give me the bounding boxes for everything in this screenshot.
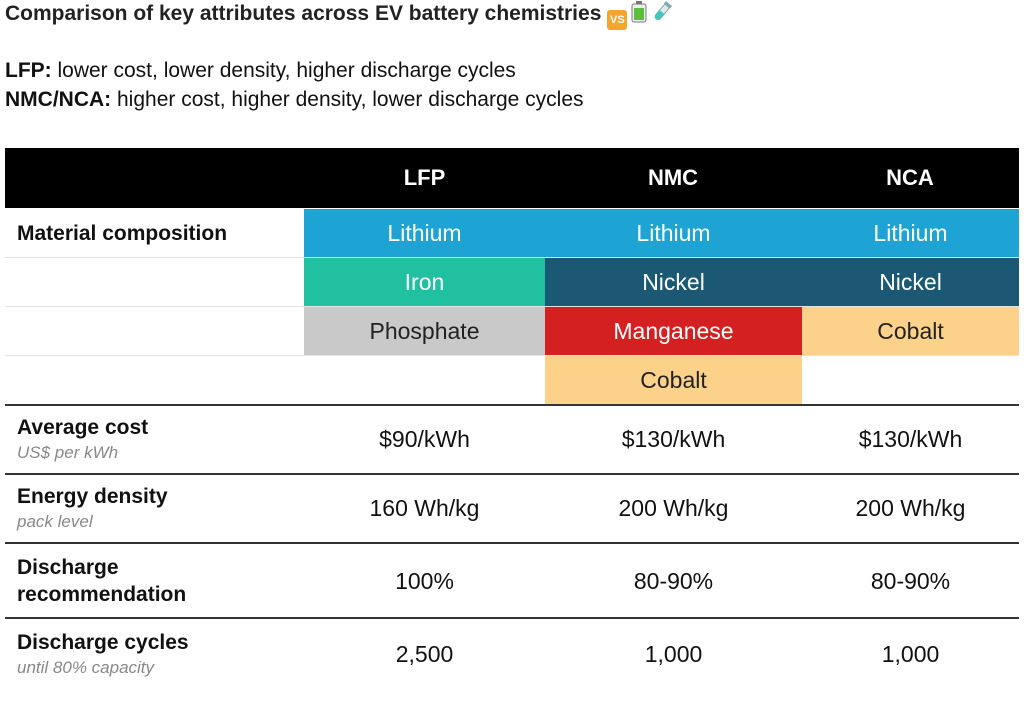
average-cost-lfp: $90/kWh <box>379 426 470 452</box>
chart-title: Comparison of key attributes across EV b… <box>5 0 673 31</box>
subtitle-nmc-nca: NMC/NCA: higher cost, higher density, lo… <box>5 86 584 114</box>
section-divider <box>5 473 1019 475</box>
material-nmc-nickel: Nickel <box>545 258 802 306</box>
vs-icon: VS <box>607 10 628 30</box>
section-divider <box>5 542 1019 544</box>
discharge-recommendation-lfp: 100% <box>395 568 454 594</box>
energy-density-lfp: 160 Wh/kg <box>369 495 480 521</box>
energy-density-label: Energy density <box>17 485 168 508</box>
table-header: LFP NMC NCA <box>5 148 1019 208</box>
average-cost-nca: $130/kWh <box>858 426 963 452</box>
average-cost-nmc: $130/kWh <box>621 426 726 452</box>
material-nmc-manganese: Manganese <box>545 307 802 355</box>
subtitle-lfp-text: lower cost, lower density, higher discha… <box>51 59 516 82</box>
subtitle-lfp-label: LFP: <box>5 59 52 82</box>
row-divider <box>5 257 1019 258</box>
discharge-cycles-sublabel: until 80% capacity <box>17 658 155 677</box>
row-divider <box>5 306 1019 307</box>
subtitle-lfp: LFP: lower cost, lower density, higher d… <box>5 57 516 85</box>
material-nca-nickel: Nickel <box>802 258 1019 306</box>
energy-density-nca: 200 Wh/kg <box>855 495 966 521</box>
energy-density-nmc: 200 Wh/kg <box>618 495 729 521</box>
material-nca-lithium: Lithium <box>802 209 1019 257</box>
discharge-recommendation-label-line1: Discharge <box>17 556 119 579</box>
battery-icon <box>631 1 647 31</box>
section-divider <box>5 617 1019 619</box>
energy-density-sublabel: pack level <box>17 512 93 531</box>
material-lfp-iron: Iron <box>304 258 545 306</box>
subtitle-nmc-nca-text: higher cost, higher density, lower disch… <box>111 88 584 111</box>
material-nmc-lithium: Lithium <box>545 209 802 257</box>
test-tube-icon <box>651 1 673 31</box>
material-lfp-lithium: Lithium <box>304 209 545 257</box>
average-cost-label: Average cost <box>17 416 149 439</box>
column-header-lfp: LFP <box>403 165 446 190</box>
discharge-cycles-label: Discharge cycles <box>17 631 189 654</box>
discharge-cycles-nca: 1,000 <box>881 641 940 667</box>
material-composition-label: Material composition <box>17 222 228 245</box>
average-cost-sublabel: US$ per kWh <box>17 443 119 462</box>
discharge-recommendation-nca: 80-90% <box>870 568 951 594</box>
discharge-cycles-lfp: 2,500 <box>395 641 454 667</box>
material-nca-cobalt: Cobalt <box>802 307 1019 355</box>
discharge-recommendation-nmc: 80-90% <box>633 568 714 594</box>
section-divider <box>5 404 1019 406</box>
subtitle-nmc-nca-label: NMC/NCA: <box>5 88 112 111</box>
row-divider <box>5 355 1019 356</box>
column-header-nca: NCA <box>886 165 934 190</box>
discharge-cycles-nmc: 1,000 <box>644 641 703 667</box>
material-lfp-phosphate: Phosphate <box>304 307 545 355</box>
discharge-recommendation-label-line2: recommendation <box>17 583 187 606</box>
column-header-nmc: NMC <box>647 165 699 190</box>
title-text: Comparison of key attributes across EV b… <box>5 2 602 25</box>
material-nmc-cobalt: Cobalt <box>545 356 802 404</box>
